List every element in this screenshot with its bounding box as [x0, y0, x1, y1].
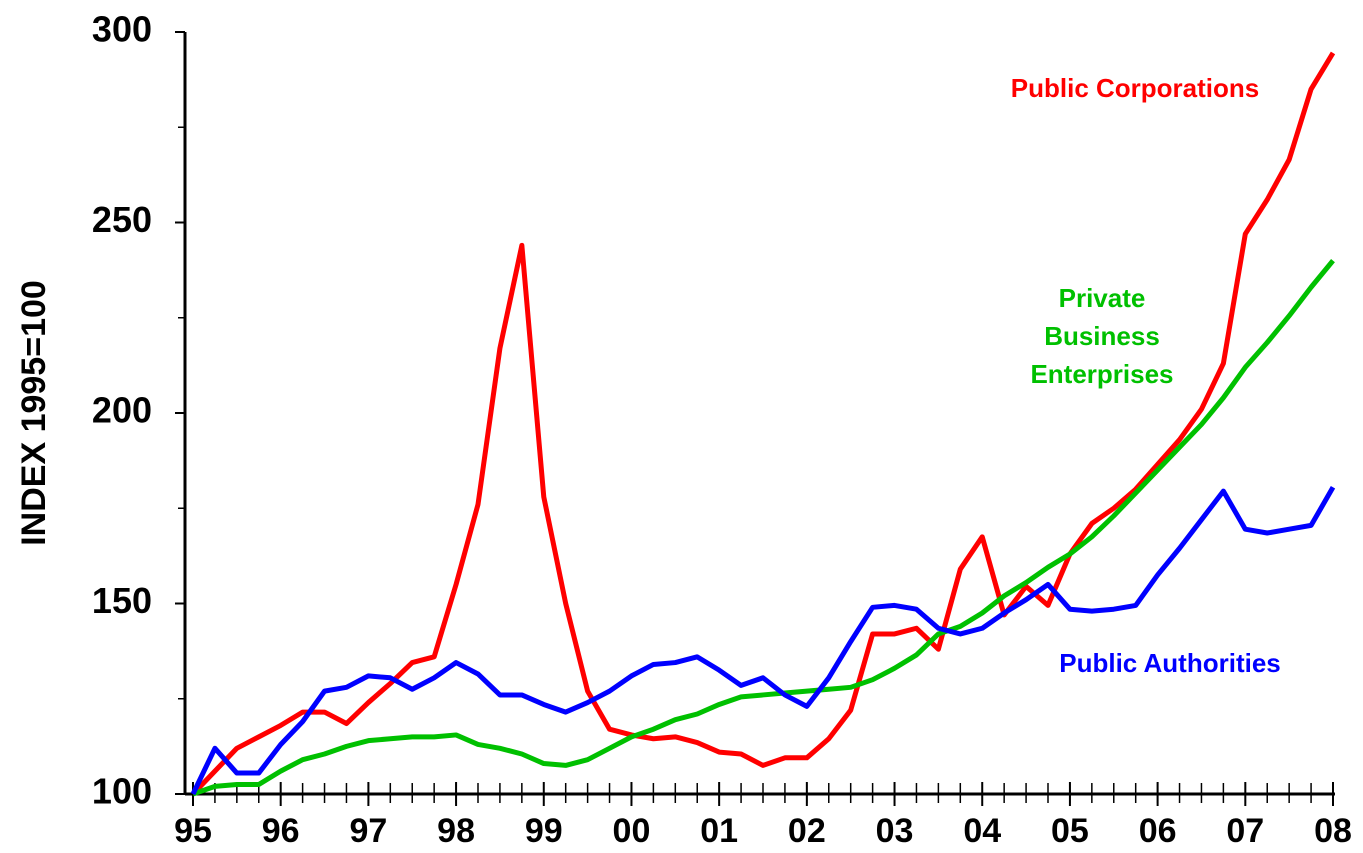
- y-tick-label: 300: [92, 9, 152, 50]
- x-tick-label: 08: [1314, 812, 1352, 850]
- y-tick-label: 250: [92, 199, 152, 240]
- series-label: Public Authorities: [1059, 648, 1281, 678]
- x-tick-label: 99: [525, 812, 563, 850]
- x-tick-label: 04: [963, 812, 1001, 850]
- x-tick-label: 06: [1139, 812, 1177, 850]
- x-tick-label: 05: [1051, 812, 1089, 850]
- x-tick-label: 07: [1226, 812, 1264, 850]
- x-tick-label: 00: [613, 812, 651, 850]
- series-label: Public Corporations: [1010, 73, 1260, 103]
- x-tick-label: 98: [437, 812, 475, 850]
- y-tick-label: 100: [92, 771, 152, 812]
- series-label: Private Business Enterprises: [1030, 283, 1174, 389]
- x-tick-label: 97: [349, 812, 387, 850]
- series-line: [192, 259, 1335, 797]
- y-tick-label: 150: [92, 580, 152, 621]
- x-tick-label: 95: [174, 812, 212, 850]
- series-line: [191, 51, 1336, 796]
- x-tick-label: 02: [788, 812, 826, 850]
- y-tick-label: 200: [92, 390, 152, 431]
- x-tick-label: 96: [262, 812, 300, 850]
- x-tick-label: 01: [700, 812, 738, 850]
- series-line: [190, 486, 1336, 796]
- y-axis-label: INDEX 1995=100: [15, 280, 53, 546]
- x-tick-label: 03: [876, 812, 914, 850]
